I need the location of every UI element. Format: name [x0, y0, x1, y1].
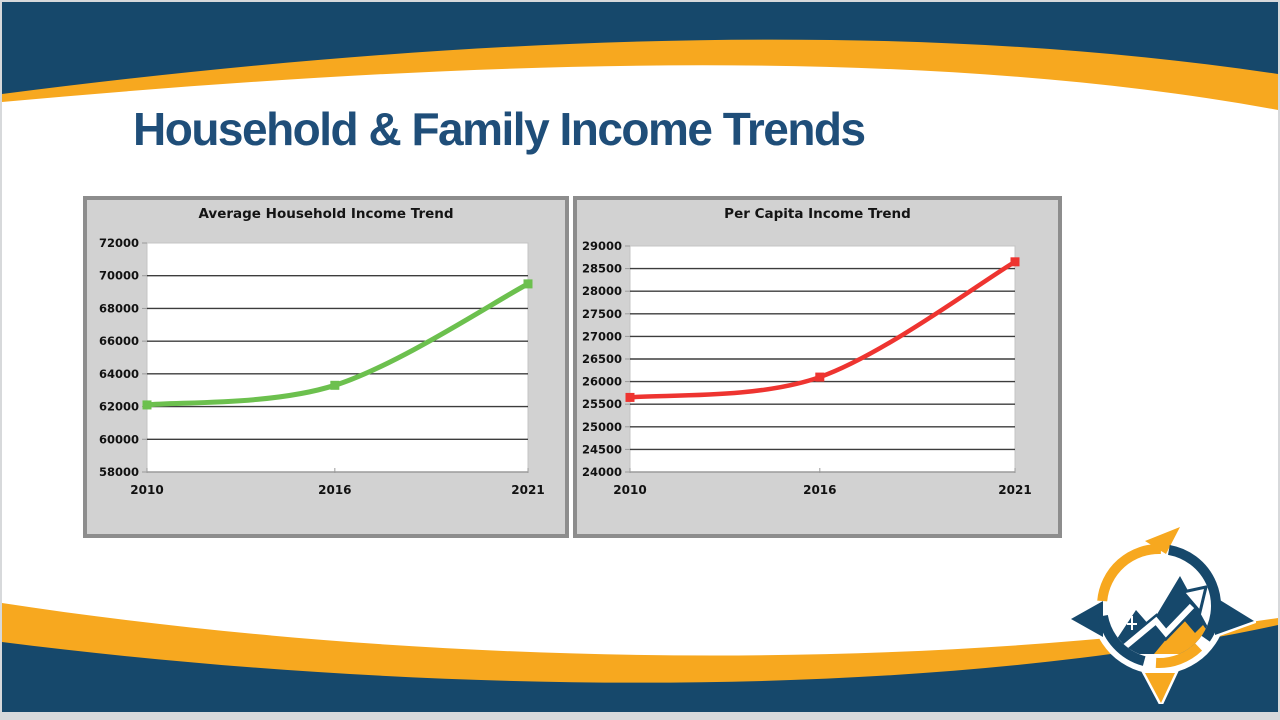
- svg-text:2010: 2010: [613, 483, 646, 497]
- bottom-wave-navy: [2, 625, 1278, 712]
- household-income-line-chart: 72000 70000 68000 66000 64000 62000 60000 58000…: [99, 236, 545, 497]
- compass-point-south: [1140, 670, 1179, 704]
- svg-text:2010: 2010: [130, 483, 163, 497]
- svg-text:24000: 24000: [582, 465, 622, 479]
- growth-arrow-head: [1180, 585, 1209, 616]
- top-wave-navy: [2, 2, 1278, 94]
- svg-text:62000: 62000: [99, 400, 139, 414]
- svg-text:28500: 28500: [582, 262, 622, 276]
- ring-arc-bottom-right: [1155, 643, 1203, 668]
- svg-text:68000: 68000: [99, 301, 139, 315]
- svg-text:26500: 26500: [582, 352, 622, 366]
- growth-arrow: [1119, 603, 1195, 653]
- svg-text:58000: 58000: [99, 465, 139, 479]
- chart-title-per-capita: Per Capita Income Trend: [724, 206, 911, 222]
- ring-arc-top-left: [1097, 543, 1162, 602]
- chart-title-household: Average Household Income Trend: [198, 206, 454, 222]
- svg-text:25500: 25500: [582, 397, 622, 411]
- compass-point-west: [1066, 596, 1106, 642]
- svg-text:64000: 64000: [99, 367, 139, 381]
- per-capita-income-line-chart: 29000 28500 28000 27500 27000 26500 26000 25500…: [582, 239, 1032, 497]
- compass-mountain-logo-icon: [1066, 526, 1256, 704]
- svg-text:26000: 26000: [582, 375, 622, 389]
- svg-text:24500: 24500: [582, 442, 622, 456]
- svg-text:2021: 2021: [998, 483, 1031, 497]
- svg-text:66000: 66000: [99, 334, 139, 348]
- svg-text:70000: 70000: [99, 269, 139, 283]
- svg-text:2016: 2016: [803, 483, 836, 497]
- svg-text:28000: 28000: [582, 284, 622, 298]
- chart-panel-household-income: Average Household Income Trend 72000 7000…: [83, 196, 569, 538]
- ring-arc-top-right: [1167, 544, 1221, 642]
- bottom-wave-banner: [2, 603, 1278, 712]
- chart-panel-per-capita-income: Per Capita Income Trend 29000 28500 28000 2…: [573, 196, 1062, 538]
- svg-text:29000: 29000: [582, 239, 622, 253]
- svg-text:2021: 2021: [511, 483, 544, 497]
- top-wave-banner: [2, 2, 1278, 110]
- svg-text:27000: 27000: [582, 329, 622, 343]
- svg-text:2016: 2016: [318, 483, 351, 497]
- ring-arc-bottom-left: [1097, 614, 1146, 666]
- svg-text:27500: 27500: [582, 307, 622, 321]
- svg-text:72000: 72000: [99, 236, 139, 250]
- page-title: Household & Family Income Trends: [133, 103, 866, 155]
- svg-text:60000: 60000: [99, 432, 139, 446]
- svg-text:25000: 25000: [582, 420, 622, 434]
